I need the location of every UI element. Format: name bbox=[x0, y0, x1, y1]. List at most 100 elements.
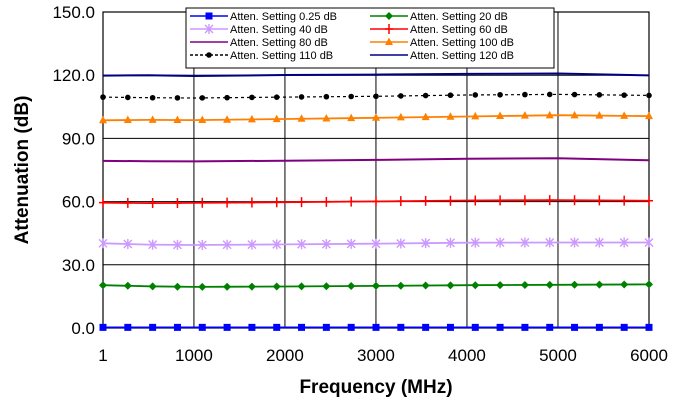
data-point bbox=[172, 239, 182, 250]
data-point bbox=[545, 110, 554, 119]
data-point bbox=[99, 115, 107, 124]
series-3 bbox=[99, 195, 653, 209]
data-point bbox=[645, 280, 653, 289]
series-2 bbox=[98, 237, 654, 250]
data-point bbox=[570, 195, 579, 206]
data-point bbox=[297, 114, 306, 122]
x-axis-title: Frequency (MHz) bbox=[299, 377, 452, 398]
y-tick-label: 150.0 bbox=[52, 3, 95, 22]
x-tick-label: 2000 bbox=[266, 346, 304, 365]
data-point bbox=[272, 114, 281, 123]
legend-swatch-marker bbox=[385, 12, 393, 20]
data-point bbox=[347, 282, 356, 291]
data-point bbox=[347, 196, 356, 207]
data-point bbox=[98, 238, 108, 249]
data-point bbox=[644, 237, 654, 248]
data-point bbox=[223, 197, 232, 208]
data-point bbox=[396, 238, 406, 249]
data-point bbox=[496, 195, 505, 206]
data-point bbox=[247, 282, 256, 291]
data-point bbox=[521, 323, 529, 331]
legend-item-7: Atten. Setting 120 dB bbox=[370, 50, 514, 62]
data-point bbox=[595, 111, 604, 119]
data-point bbox=[100, 94, 106, 100]
y-axis-title: Attenuation (dB) bbox=[12, 96, 33, 245]
data-point bbox=[247, 114, 256, 123]
data-point bbox=[446, 112, 455, 120]
data-point bbox=[297, 282, 306, 291]
data-point bbox=[99, 197, 107, 208]
data-point bbox=[619, 237, 629, 248]
legend-item-3: Atten. Setting 60 dB bbox=[370, 24, 508, 36]
data-point bbox=[123, 115, 132, 124]
data-point bbox=[645, 195, 653, 206]
data-point bbox=[496, 323, 504, 331]
series-line bbox=[102, 72, 650, 78]
data-point bbox=[471, 195, 480, 206]
data-point bbox=[621, 92, 627, 98]
data-point bbox=[620, 195, 629, 206]
legend-label: Atten. Setting 100 dB bbox=[410, 37, 514, 49]
data-point bbox=[396, 196, 405, 207]
legend-item-2: Atten. Setting 40 dB bbox=[190, 24, 328, 36]
data-point bbox=[421, 195, 430, 206]
legend-label: Atten. Setting 20 dB bbox=[410, 11, 508, 23]
y-tick-label: 30.0 bbox=[62, 256, 95, 275]
data-point bbox=[247, 239, 257, 250]
legend-swatch-marker bbox=[205, 12, 213, 20]
data-point bbox=[223, 323, 231, 331]
data-point bbox=[446, 323, 454, 331]
data-point bbox=[571, 91, 578, 98]
data-point bbox=[496, 111, 505, 120]
legend-item-4: Atten. Setting 80 dB bbox=[190, 37, 328, 49]
data-point bbox=[646, 92, 652, 99]
x-tick-label: 4000 bbox=[448, 346, 486, 365]
data-point bbox=[545, 237, 555, 248]
data-point bbox=[123, 239, 133, 250]
y-tick-label: 60.0 bbox=[62, 193, 95, 212]
data-point bbox=[148, 282, 157, 291]
legend-label: Atten. Setting 60 dB bbox=[410, 24, 508, 36]
data-point bbox=[373, 93, 379, 100]
data-point bbox=[546, 91, 553, 98]
data-point bbox=[422, 92, 429, 99]
series-line bbox=[102, 157, 650, 163]
data-point bbox=[495, 237, 505, 248]
data-point bbox=[421, 281, 430, 290]
series-line bbox=[102, 114, 650, 122]
data-point bbox=[148, 198, 157, 209]
data-point bbox=[297, 239, 307, 250]
data-point bbox=[297, 197, 306, 208]
legend-item-6: Atten. Setting 110 dB bbox=[190, 50, 333, 62]
data-point bbox=[273, 323, 281, 331]
data-point bbox=[248, 323, 256, 331]
y-tick-label: 90.0 bbox=[62, 129, 95, 148]
data-point bbox=[472, 92, 479, 98]
legend-item-0: Atten. Setting 0.25 dB bbox=[190, 11, 337, 23]
series-layer bbox=[98, 72, 654, 331]
data-point bbox=[421, 238, 431, 249]
data-point bbox=[198, 115, 207, 123]
data-point bbox=[522, 91, 528, 98]
legend-item-1: Atten. Setting 20 dB bbox=[370, 11, 508, 23]
data-point bbox=[546, 323, 554, 331]
data-point bbox=[322, 113, 331, 122]
legend-swatch-marker bbox=[385, 24, 393, 34]
data-point bbox=[596, 92, 603, 98]
legend-label: Atten. Setting 40 dB bbox=[230, 24, 328, 36]
data-point bbox=[422, 323, 430, 331]
data-point bbox=[570, 280, 579, 289]
legend-label: Atten. Setting 80 dB bbox=[230, 37, 328, 49]
data-point bbox=[520, 111, 529, 119]
series-7 bbox=[102, 72, 650, 78]
data-point bbox=[298, 94, 305, 100]
data-point bbox=[272, 282, 281, 291]
data-point bbox=[148, 239, 158, 250]
data-point bbox=[595, 280, 604, 289]
series-1 bbox=[99, 280, 653, 291]
data-point bbox=[497, 91, 503, 98]
data-point bbox=[223, 115, 232, 123]
data-point bbox=[249, 94, 255, 101]
x-tick-label: 1 bbox=[98, 346, 107, 365]
